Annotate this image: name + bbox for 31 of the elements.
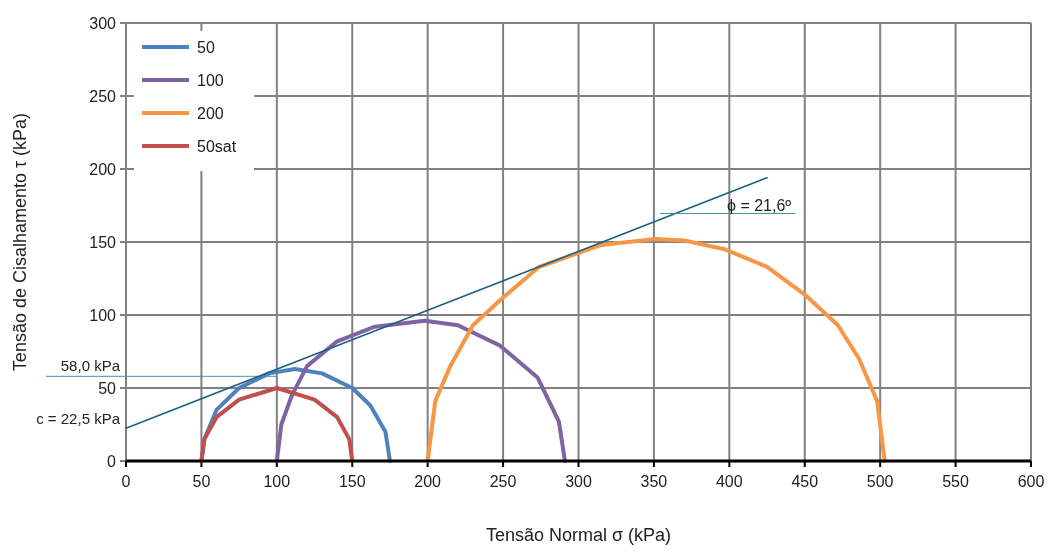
legend-label: 200 <box>197 104 224 122</box>
x-axis-title: Tensão Normal σ (kPa) <box>485 525 672 545</box>
x-tick-label: 550 <box>942 473 970 490</box>
y-tick-label: 300 <box>89 14 117 32</box>
x-tick-label: 300 <box>565 473 592 490</box>
x-tick-label: 150 <box>338 473 366 490</box>
y-tick-label: 200 <box>89 160 117 178</box>
y-tick-label: 100 <box>89 306 117 324</box>
line-series <box>425 237 887 463</box>
x-tick-label: 100 <box>263 473 291 490</box>
x-tick-label: 50 <box>192 473 211 490</box>
y-axis-title: Tensão de Cisalhamento τ (kPa) <box>10 112 30 372</box>
x-tick-label: 200 <box>414 473 442 490</box>
y-tick-label: 250 <box>89 87 117 105</box>
line-series <box>274 318 567 463</box>
x-tick-label: 500 <box>866 473 894 490</box>
legend-label: 50 <box>197 38 215 56</box>
x-tick-label: 450 <box>791 473 819 490</box>
y-tick-label: 150 <box>89 233 117 251</box>
y-tick-label: 50 <box>98 379 117 397</box>
x-tick-label: 350 <box>640 473 668 490</box>
x-tick-label: 0 <box>121 473 131 490</box>
x-tick-label: 600 <box>1017 473 1045 490</box>
x-tick-label: 400 <box>715 473 743 490</box>
y-tick-label: 0 <box>107 452 117 470</box>
legend-label: 100 <box>197 71 224 89</box>
annotation: c = 22,5 kPa <box>36 410 121 428</box>
legend-label: 50sat <box>197 137 237 155</box>
line-series <box>199 386 355 463</box>
x-tick-label: 250 <box>489 473 517 490</box>
ref-line-label: 58,0 kPa <box>60 357 121 375</box>
